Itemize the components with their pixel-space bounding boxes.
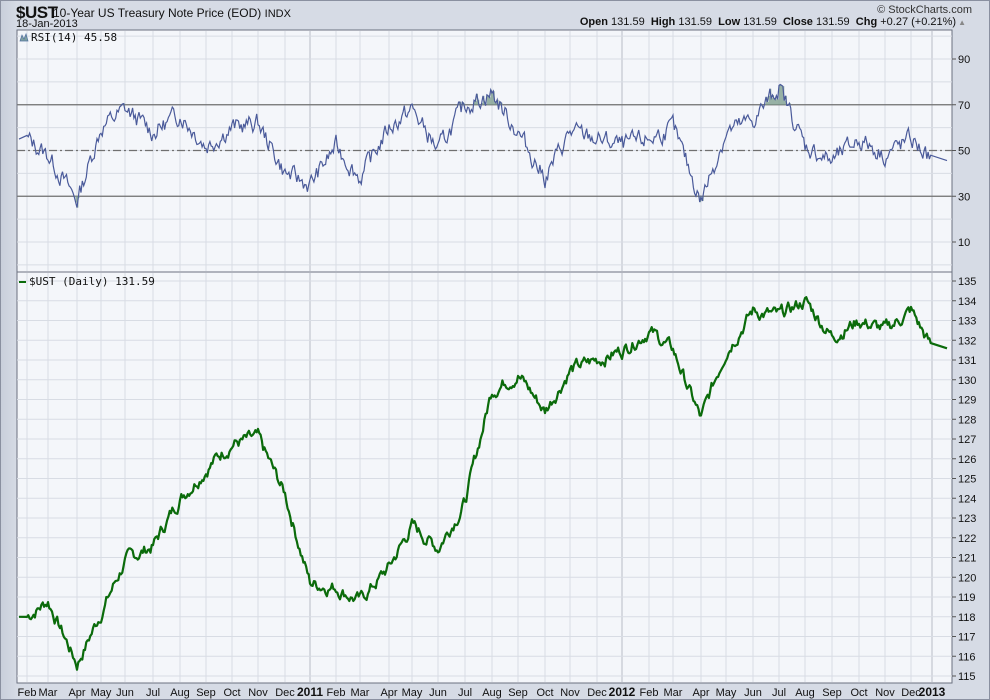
x-axis-label: May	[716, 687, 737, 699]
price-y-tick: 118	[958, 612, 976, 624]
x-axis-label: Feb	[640, 687, 659, 699]
x-axis-label: 2013	[919, 685, 946, 699]
price-y-tick: 117	[958, 632, 976, 644]
price-y-tick: 131	[958, 355, 976, 367]
rsi-legend-label: RSI(14) 45.58	[31, 31, 117, 44]
price-panel: 115 116 117 118 119 120 121 122 123 124 125 126 127 1…	[16, 271, 976, 684]
rsi-y-tick: 70	[958, 100, 970, 112]
security-name: 10-Year US Treasury Note Price (EOD)	[53, 6, 262, 20]
rsi-legend: RSI(14) 45.58	[19, 31, 117, 44]
x-axis-label: Jul	[772, 687, 786, 699]
x-axis-label: 2012	[609, 685, 636, 699]
rsi-y-tick: 50	[958, 146, 970, 158]
rsi-y-tick: 10	[958, 237, 970, 249]
price-legend-swatch	[19, 281, 26, 283]
x-axis-label: Sep	[196, 687, 216, 699]
ohlc-summary: Open 131.59 High 131.59 Low 131.59 Close…	[580, 16, 966, 28]
x-axis-label: Nov	[560, 687, 580, 699]
x-axis: Feb Mar Apr May Jun Jul Aug Sep Oct Nov Dec 2011 Feb…	[18, 685, 946, 699]
rsi-mountain-icon	[19, 32, 29, 42]
x-axis-label: Dec	[901, 687, 921, 699]
x-axis-label: Jul	[146, 687, 160, 699]
rsi-panel: 10 30 50 70 90 RSI(14) 45.58	[16, 29, 970, 273]
copyright-label: © StockCharts.com	[877, 4, 972, 16]
x-axis-label: Dec	[275, 687, 295, 699]
price-y-tick: 132	[958, 335, 976, 347]
x-axis-label: Dec	[587, 687, 607, 699]
price-y-tick: 120	[958, 572, 976, 584]
close-label: Close	[782, 16, 813, 28]
exchange-label: INDX	[264, 8, 291, 20]
x-axis-label: Sep	[822, 687, 842, 699]
x-axis-label: 2011	[297, 685, 323, 699]
price-legend: $UST (Daily) 131.59	[19, 275, 155, 288]
x-axis-label: Jul	[458, 687, 472, 699]
x-axis-label: Aug	[170, 687, 190, 699]
price-y-tick: 123	[958, 513, 976, 525]
open-value: 131.59	[611, 16, 645, 28]
price-y-tick: 128	[958, 414, 976, 426]
x-axis-label: Mar	[664, 687, 683, 699]
price-legend-label: $UST (Daily) 131.59	[29, 275, 155, 288]
low-value: 131.59	[743, 16, 777, 28]
x-axis-label: May	[91, 687, 112, 699]
rsi-y-tick: 30	[958, 191, 970, 203]
price-y-tick: 135	[958, 276, 976, 288]
x-axis-label: Sep	[508, 687, 528, 699]
x-axis-label: Feb	[18, 687, 37, 699]
price-y-tick: 129	[958, 395, 976, 407]
chart-date: 18-Jan-2013	[16, 18, 78, 30]
x-axis-label: Nov	[875, 687, 895, 699]
price-y-tick: 124	[958, 493, 976, 505]
x-axis-label: Nov	[248, 687, 268, 699]
x-axis-label: Oct	[536, 687, 553, 699]
high-label: High	[650, 16, 676, 28]
close-value: 131.59	[816, 16, 850, 28]
price-y-tick: 126	[958, 454, 976, 466]
symbol-label: $UST	[16, 3, 58, 22]
rsi-y-tick: 90	[958, 54, 970, 66]
price-y-tick: 119	[958, 592, 976, 604]
price-y-tick: 133	[958, 316, 976, 328]
up-triangle-icon: ▲	[958, 18, 966, 27]
price-y-tick: 130	[958, 375, 976, 387]
x-axis-label: Jun	[429, 687, 447, 699]
price-y-tick: 116	[958, 651, 976, 663]
x-axis-label: Mar	[351, 687, 370, 699]
price-y-tick: 125	[958, 474, 976, 486]
price-y-tick: 115	[958, 671, 976, 683]
x-axis-label: May	[402, 687, 423, 699]
x-axis-label: Apr	[68, 687, 85, 699]
x-axis-label: Mar	[39, 687, 58, 699]
price-y-tick: 122	[958, 533, 976, 545]
x-axis-label: Aug	[482, 687, 502, 699]
open-label: Open	[579, 16, 608, 28]
x-axis-label: Apr	[380, 687, 397, 699]
chg-value: +0.27 (+0.21%)	[880, 16, 957, 28]
x-axis-label: Oct	[850, 687, 867, 699]
x-axis-label: Oct	[223, 687, 240, 699]
low-label: Low	[718, 16, 741, 28]
high-value: 131.59	[678, 16, 712, 28]
price-y-tick: 127	[958, 434, 976, 446]
x-axis-label: Aug	[795, 687, 815, 699]
x-axis-label: Jun	[116, 687, 134, 699]
price-y-tick: 134	[958, 296, 976, 308]
x-axis-label: Jun	[744, 687, 762, 699]
price-y-tick: 121	[958, 553, 976, 565]
chart-title: 10-Year US Treasury Note Price (EOD) IND…	[53, 6, 291, 20]
x-axis-label: Feb	[327, 687, 346, 699]
chg-label: Chg	[855, 16, 878, 28]
x-axis-label: Apr	[692, 687, 709, 699]
